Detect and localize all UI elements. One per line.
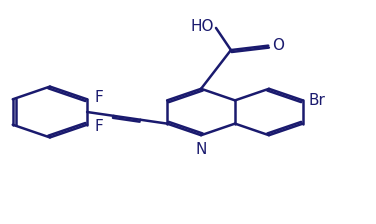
Text: Br: Br <box>308 93 325 108</box>
Text: O: O <box>272 38 284 53</box>
Text: N: N <box>196 142 207 157</box>
Text: HO: HO <box>191 19 214 34</box>
Text: F: F <box>94 119 103 134</box>
Text: F: F <box>94 90 103 105</box>
